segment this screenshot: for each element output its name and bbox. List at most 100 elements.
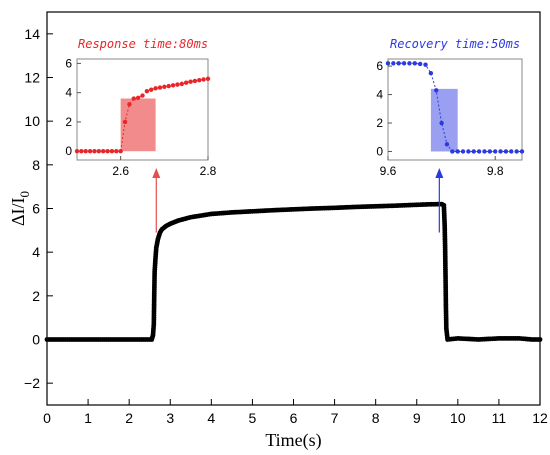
- x-tick-label: 9: [413, 410, 421, 426]
- inset-data-point: [201, 77, 206, 82]
- x-tick-label: 10: [450, 410, 466, 426]
- highlight-region: [430, 88, 458, 152]
- y-tick-label: 10: [24, 113, 40, 129]
- y-tick-label: 14: [24, 26, 40, 42]
- inset-data-point: [417, 61, 423, 67]
- inset-data-point: [407, 61, 412, 66]
- inset-data-point: [412, 61, 417, 66]
- y-axis-title-base: ΔI/I: [8, 197, 28, 226]
- inset-data-point: [96, 149, 102, 154]
- inset-data-point: [135, 95, 141, 100]
- inset-data-point: [514, 149, 519, 154]
- inset-data-point: [498, 149, 503, 154]
- y-axis-title: ΔI/I0: [8, 191, 32, 226]
- y-tick-label: −2: [24, 375, 40, 391]
- inset-data-point: [92, 149, 97, 154]
- y-tick-label: 0: [32, 332, 40, 348]
- inset-data-point: [127, 102, 132, 107]
- inset-data-point: [114, 149, 119, 154]
- x-tick-label: 4: [207, 410, 215, 426]
- inset-data-point: [197, 78, 202, 83]
- response-time-annotation: Response time:80ms: [78, 37, 208, 51]
- inset-data-point: [493, 149, 498, 154]
- recovery-arrow-head: [435, 168, 444, 178]
- x-tick-label: 0: [43, 410, 51, 426]
- inset-data-point: [166, 83, 171, 89]
- inset-data-point: [455, 149, 460, 154]
- inset-data-point: [466, 149, 471, 154]
- y-tick-label: 4: [32, 244, 40, 260]
- inset-data-point: [87, 149, 93, 154]
- inset-data-point: [482, 149, 487, 154]
- inset-data-point: [101, 149, 106, 154]
- y-tick-label: 12: [24, 70, 40, 86]
- y-tick-label: 8: [32, 157, 40, 173]
- inset-data-point: [444, 142, 450, 147]
- inset-data-point: [192, 78, 198, 84]
- inset-x-tick-label: 9.6: [380, 164, 397, 178]
- response-inset: 2.6 2.8 0 2 4 6: [65, 56, 216, 178]
- inset-data-point: [476, 149, 482, 154]
- inset-data-point: [450, 149, 455, 154]
- x-tick-label: 2: [125, 410, 133, 426]
- inset-data-point: [460, 149, 466, 154]
- inset-data-point: [509, 149, 514, 154]
- inset-data-point: [105, 149, 110, 154]
- inset-data-point: [423, 62, 428, 67]
- x-tick-label: 12: [532, 410, 548, 426]
- inset-y-tick-label: 2: [65, 115, 72, 129]
- inset-y-tick-label: 4: [65, 86, 72, 100]
- inset-y-tick-label: 4: [376, 88, 383, 102]
- inset-data-point: [205, 76, 211, 81]
- x-tick-label: 8: [372, 410, 380, 426]
- x-tick-label: 3: [166, 410, 174, 426]
- y-tick-label: 2: [32, 288, 40, 304]
- inset-x-tick-label: 2.6: [112, 164, 129, 178]
- inset-x-tick-label: 9.8: [487, 164, 504, 178]
- x-tick-label: 11: [492, 410, 507, 426]
- inset-data-point: [122, 119, 128, 125]
- inset-data-point: [157, 85, 163, 90]
- inset-y-tick-label: 2: [376, 116, 383, 130]
- x-axis-title: Time(s): [265, 430, 321, 451]
- inset-data-point: [401, 61, 407, 66]
- recovery-time-annotation: Recovery time:50ms: [390, 37, 520, 51]
- inset-data-point: [503, 149, 509, 154]
- inset-data-point: [519, 149, 525, 154]
- inset-data-point: [140, 93, 145, 98]
- inset-x-tick-label: 2.8: [200, 164, 217, 178]
- x-tick-label: 6: [290, 410, 298, 426]
- inset-y-tick-label: 6: [65, 56, 72, 70]
- inset-data-point: [162, 84, 167, 90]
- response-arrow-head: [152, 168, 161, 178]
- inset-data-point: [188, 79, 193, 84]
- inset-data-point: [79, 149, 84, 154]
- inset-data-point: [391, 61, 396, 66]
- inset-data-point: [149, 87, 154, 92]
- inset-data-point: [153, 86, 158, 91]
- inset-data-point: [175, 82, 180, 87]
- x-tick-label: 5: [249, 410, 257, 426]
- inset-y-tick-label: 6: [376, 59, 383, 73]
- inset-y-tick-label: 0: [65, 144, 72, 158]
- inset-data-point: [74, 149, 80, 154]
- inset-data-point: [487, 149, 493, 154]
- inset-data-point: [144, 89, 150, 94]
- inset-data-point: [118, 149, 123, 154]
- inset-y-tick-label: 0: [376, 144, 383, 158]
- inset-data-point: [434, 88, 439, 93]
- inset-data-point: [439, 120, 444, 126]
- inset-data-point: [428, 71, 434, 76]
- recovery-inset: 9.6 9.8 0 2 4 6: [376, 58, 525, 178]
- inset-data-point: [396, 61, 401, 66]
- y-tick-label: 6: [32, 201, 40, 217]
- y-axis-title-subscript: 0: [17, 191, 32, 198]
- data-point: [537, 337, 543, 342]
- inset-data-point: [471, 149, 476, 154]
- highlight-region: [120, 98, 156, 152]
- inset-data-point: [131, 96, 136, 101]
- x-tick-label: 1: [84, 410, 92, 426]
- inset-data-point: [179, 81, 184, 87]
